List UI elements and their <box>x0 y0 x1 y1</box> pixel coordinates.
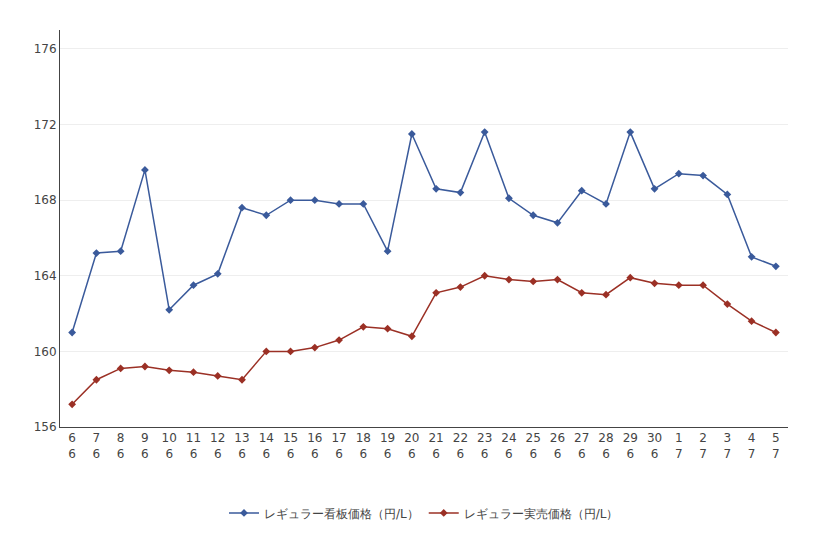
svg-text:57: 57 <box>772 431 780 461</box>
svg-text:96: 96 <box>141 431 149 461</box>
svg-text:226: 226 <box>453 431 468 461</box>
svg-text:286: 286 <box>598 431 613 461</box>
svg-text:136: 136 <box>234 431 249 461</box>
svg-text:146: 146 <box>259 431 274 461</box>
svg-text:160: 160 <box>34 345 57 359</box>
svg-text:172: 172 <box>34 118 57 132</box>
svg-text:176: 176 <box>331 431 346 461</box>
svg-text:17: 17 <box>675 431 683 461</box>
svg-text:164: 164 <box>34 269 57 283</box>
svg-text:246: 246 <box>501 431 516 461</box>
svg-text:306: 306 <box>647 431 662 461</box>
svg-text:106: 106 <box>162 431 177 461</box>
svg-text:216: 216 <box>428 431 443 461</box>
svg-text:206: 206 <box>404 431 419 461</box>
svg-text:266: 266 <box>550 431 565 461</box>
svg-text:156: 156 <box>34 420 57 434</box>
svg-text:27: 27 <box>699 431 707 461</box>
svg-text:186: 186 <box>356 431 371 461</box>
svg-text:116: 116 <box>186 431 201 461</box>
svg-text:196: 196 <box>380 431 395 461</box>
svg-text:166: 166 <box>307 431 322 461</box>
svg-text:126: 126 <box>210 431 225 461</box>
svg-text:156: 156 <box>283 431 298 461</box>
svg-text:256: 256 <box>526 431 541 461</box>
svg-text:37: 37 <box>724 431 732 461</box>
svg-text:86: 86 <box>117 431 125 461</box>
svg-text:レギュラー看板価格（円/L）: レギュラー看板価格（円/L） <box>264 507 419 521</box>
svg-text:47: 47 <box>748 431 756 461</box>
svg-text:236: 236 <box>477 431 492 461</box>
svg-text:168: 168 <box>34 193 57 207</box>
svg-text:レギュラー実売価格（円/L）: レギュラー実売価格（円/L） <box>464 507 619 521</box>
svg-text:276: 276 <box>574 431 589 461</box>
svg-text:66: 66 <box>68 431 76 461</box>
svg-text:296: 296 <box>623 431 638 461</box>
svg-text:176: 176 <box>34 42 57 56</box>
svg-text:76: 76 <box>93 431 101 461</box>
